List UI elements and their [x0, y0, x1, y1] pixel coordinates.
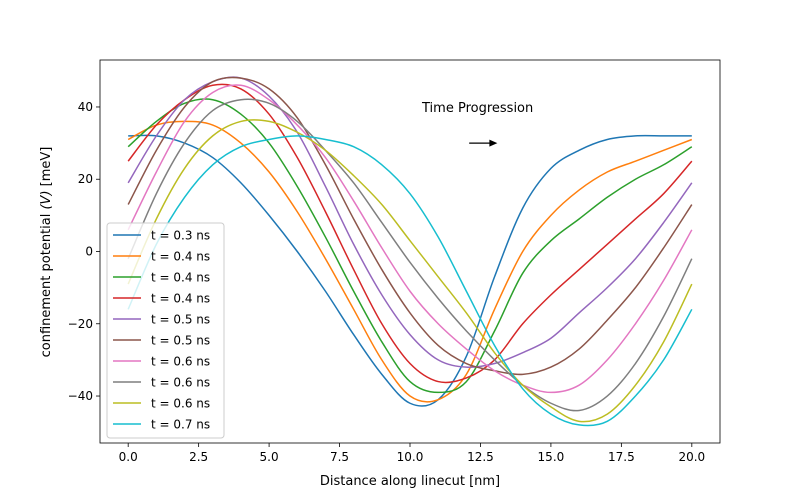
- series-line-7: [127, 84, 693, 394]
- y-axis-ticks: −40 −20 0 20 40: [68, 100, 100, 403]
- y-tick-label: 20: [78, 172, 93, 186]
- x-tick-label: 5.0: [260, 450, 279, 464]
- x-tick-label: 0.0: [119, 450, 138, 464]
- series-line-4: [127, 83, 693, 384]
- x-tick-label: 20.0: [678, 450, 705, 464]
- series-line-9: [127, 119, 693, 423]
- y-tick-label: 40: [78, 100, 93, 114]
- y-axis-label-suffix: [meV]: [39, 147, 54, 191]
- y-axis-label-prefix: confinement potential: [39, 210, 54, 358]
- annotation-text: Time Progression: [421, 101, 533, 116]
- x-tick-label: 15.0: [538, 450, 565, 464]
- legend-label: t = 0.4 ns: [151, 271, 210, 285]
- legend-label: t = 0.6 ns: [151, 376, 210, 390]
- annotation-arrowhead: [489, 139, 498, 147]
- legend-label: t = 0.6 ns: [151, 355, 210, 369]
- legend: t = 0.3 ns t = 0.4 ns t = 0.4 ns t = 0.4 ns…: [106, 222, 225, 439]
- series-line-8: [127, 98, 693, 412]
- series-line-6: [127, 76, 693, 376]
- legend-label: t = 0.4 ns: [151, 292, 210, 306]
- plot-lines: [127, 76, 693, 427]
- legend-label: t = 0.7 ns: [151, 418, 210, 432]
- y-axis-label-variable: (V): [39, 190, 54, 209]
- time-progression-annotation: Time Progression: [421, 101, 533, 147]
- x-tick-label: 7.5: [330, 450, 349, 464]
- legend-label: t = 0.5 ns: [151, 334, 210, 348]
- x-tick-label: 17.5: [608, 450, 635, 464]
- series-line-10: [127, 135, 693, 427]
- x-axis-ticks: 0.0 2.5 5.0 7.5 10.0 12.5 15.0 17.5 20.0: [119, 443, 705, 464]
- legend-label: t = 0.5 ns: [151, 313, 210, 327]
- legend-label: t = 0.3 ns: [151, 229, 210, 243]
- series-line-3: [127, 98, 693, 394]
- y-axis-label: confinement potential (V) [meV]: [39, 147, 54, 358]
- y-tick-label: −40: [68, 389, 93, 403]
- x-axis-label: Distance along linecut [nm]: [320, 474, 500, 489]
- x-tick-label: 2.5: [189, 450, 208, 464]
- legend-label: t = 0.4 ns: [151, 250, 210, 264]
- legend-label: t = 0.6 ns: [151, 397, 210, 411]
- series-line-1: [128, 134, 692, 407]
- y-tick-label: −20: [68, 317, 93, 331]
- x-tick-label: 10.0: [397, 450, 424, 464]
- y-tick-label: 0: [85, 245, 93, 259]
- x-tick-label: 12.5: [467, 450, 494, 464]
